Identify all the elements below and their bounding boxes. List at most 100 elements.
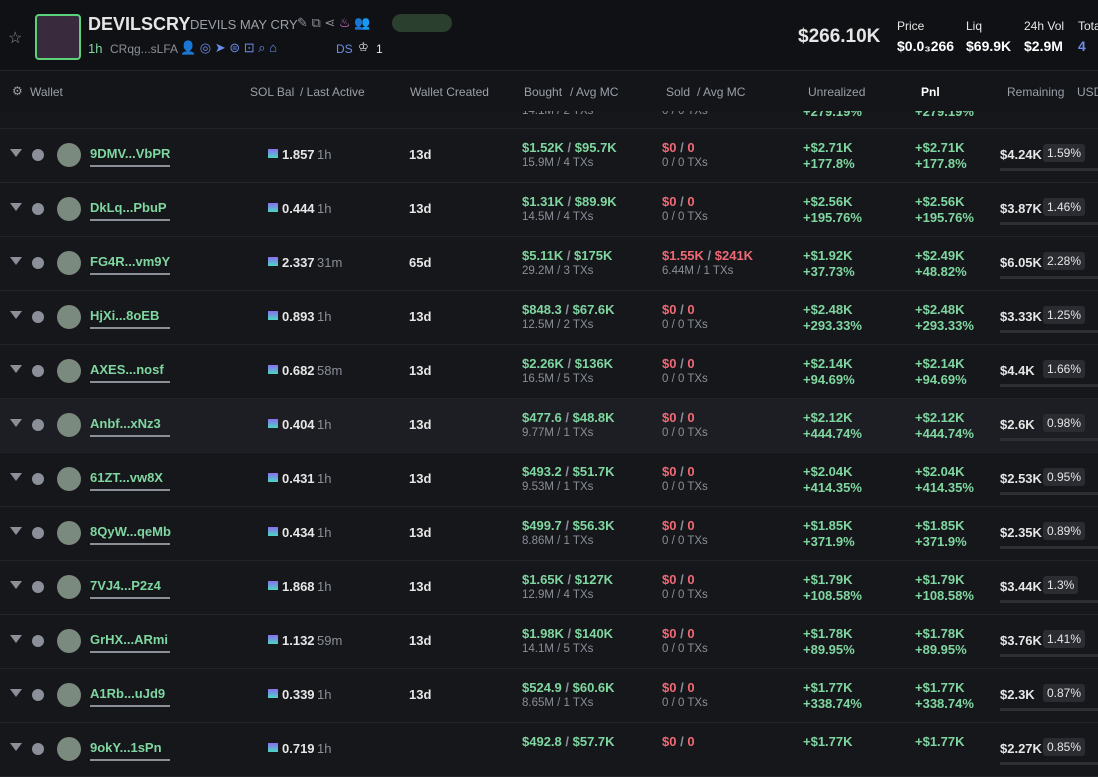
badges — [392, 14, 452, 32]
list-icon[interactable] — [32, 527, 44, 539]
col-usd[interactable]: USD — [1077, 85, 1098, 99]
wallet-address[interactable]: 61ZT...vw8X — [90, 470, 163, 485]
sol-icon — [268, 419, 278, 428]
filter-icon[interactable] — [10, 419, 22, 427]
wallet-avatar — [57, 413, 81, 437]
settings-icon[interactable]: ⚙ — [12, 84, 23, 98]
remaining-usd: $2.3K — [1000, 687, 1035, 702]
token-address[interactable]: CRqg...sLFA — [110, 42, 179, 56]
filter-icon[interactable] — [10, 203, 22, 211]
filter-icon[interactable] — [10, 473, 22, 481]
last-active: 59m — [317, 633, 343, 648]
sol-icon — [268, 311, 278, 320]
bought: $5.11K$175K — [522, 248, 612, 263]
filter-icon[interactable] — [10, 149, 22, 157]
col-created[interactable]: Wallet Created — [410, 85, 489, 99]
list-icon[interactable] — [32, 311, 44, 323]
stat-value: $2.9M — [1024, 38, 1063, 54]
list-icon[interactable] — [32, 203, 44, 215]
bought-sub: 14.5M / 4 TXs — [522, 211, 594, 223]
col-unrealized[interactable]: Unrealized — [808, 85, 866, 99]
col-bought-mc[interactable]: / Avg MC — [570, 85, 619, 99]
list-icon[interactable] — [32, 419, 44, 431]
wallet-address[interactable]: 7VJ4...P2z4 — [90, 578, 161, 593]
wallet-avatar — [57, 143, 81, 167]
wallet-address[interactable]: 9okY...1sPn — [90, 740, 162, 755]
token-icons: ✎ ⧉ ⋖ ♨ 👥 — [297, 15, 371, 30]
bought: $848.3$67.6K — [522, 302, 615, 317]
filter-icon[interactable] — [10, 257, 22, 265]
pnl-usd: +$2.14K — [915, 356, 965, 371]
list-icon[interactable] — [32, 743, 44, 755]
pnl-pct: +195.76% — [915, 210, 974, 225]
sol-balance: 0.431 — [282, 471, 315, 486]
wallet-address[interactable]: GrHX...ARmi — [90, 632, 169, 647]
list-icon[interactable] — [32, 581, 44, 593]
sol-balance: 0.339 — [282, 687, 315, 702]
remaining-bar — [1000, 276, 1098, 279]
list-icon[interactable] — [32, 149, 44, 161]
sold-sub: 0 / 0 TXs — [662, 373, 708, 385]
sol-balance: 0.893 — [282, 309, 315, 324]
col-bought[interactable]: Bought — [524, 85, 563, 99]
col-sol-bal[interactable]: SOL Bal — [250, 85, 295, 99]
filter-icon[interactable] — [10, 527, 22, 535]
stat-value: $69.9K — [966, 38, 1012, 54]
wallet-address[interactable]: Anbf...xNz3 — [90, 416, 161, 431]
col-wallet[interactable]: Wallet — [30, 85, 63, 99]
sold-usd: $0 — [662, 140, 677, 155]
bought: $477.6$48.8K — [522, 410, 615, 425]
wallet-address[interactable]: DkLq...PbuP — [90, 200, 167, 215]
social-icons[interactable]: 👤 ◎ ➤ ⊜ ⊡ ⌕ ⌂ — [180, 40, 278, 55]
wallet-address[interactable]: A1Rb...uJd9 — [90, 686, 166, 701]
bought-sub: 9.77M / 1 TXs — [522, 427, 594, 439]
col-sold[interactable]: Sold — [666, 85, 691, 99]
star-icon[interactable]: ☆ — [8, 30, 23, 47]
col-pnl[interactable]: Pnl — [921, 85, 940, 99]
sol-balance: 2.337 — [282, 255, 315, 270]
list-icon[interactable] — [32, 257, 44, 269]
list-icon[interactable] — [32, 689, 44, 701]
unrealized-pct: +37.73% — [803, 264, 855, 279]
col-sold-mc[interactable]: / Avg MC — [697, 85, 746, 99]
filter-icon[interactable] — [10, 635, 22, 643]
filter-icon[interactable] — [10, 689, 22, 697]
wallet-address[interactable]: AXES...nosf — [90, 362, 164, 377]
sold-usd: $1.55K — [662, 248, 704, 263]
filter-icon[interactable] — [10, 311, 22, 319]
wallet-underline — [90, 219, 170, 221]
wallet-address[interactable]: 9DMV...VbPR — [90, 146, 171, 161]
sold: $00 — [662, 680, 695, 695]
list-icon[interactable] — [32, 473, 44, 485]
remaining-pct: 2.28% — [1043, 252, 1086, 270]
wallet-address[interactable]: 8QyW...qeMb — [90, 524, 171, 539]
bought: $1.31K$89.9K — [522, 194, 617, 209]
wallet-address[interactable]: HjXi...8oEB — [90, 308, 160, 323]
sold: $00 — [662, 572, 695, 587]
sold-mc: 0 — [676, 734, 694, 749]
filter-icon[interactable] — [10, 581, 22, 589]
bought-sub: 14.1M / 2 TXs — [522, 111, 594, 117]
filter-icon[interactable] — [10, 743, 22, 751]
col-last-active[interactable]: / Last Active — [300, 85, 365, 99]
col-remaining[interactable]: Remaining — [1007, 85, 1065, 99]
wallet-address[interactable]: FG4R...vm9Y — [90, 254, 171, 269]
filter-icon[interactable] — [10, 365, 22, 373]
list-icon[interactable] — [32, 365, 44, 377]
sold-sub: 0 / 0 TXs — [662, 697, 708, 709]
remaining-bar — [1000, 168, 1098, 171]
unrealized-usd: +$2.71K — [803, 140, 853, 155]
remaining-pct: 0.85% — [1043, 738, 1086, 756]
wallet-avatar — [57, 305, 81, 329]
bought-usd: $1.31K — [522, 194, 564, 209]
sol-balance: 0.404 — [282, 417, 315, 432]
wallet-created: 13d — [409, 147, 432, 162]
remaining-usd: $2.27K — [1000, 741, 1042, 756]
list-icon[interactable] — [32, 635, 44, 647]
ds-link[interactable]: DS — [336, 42, 353, 56]
remaining-usd: $6.05K — [1000, 255, 1042, 270]
unrealized-usd: +$2.12K — [803, 410, 853, 425]
pnl-usd: +$1.78K — [915, 626, 965, 641]
unrealized-pct: +108.58% — [803, 588, 862, 603]
